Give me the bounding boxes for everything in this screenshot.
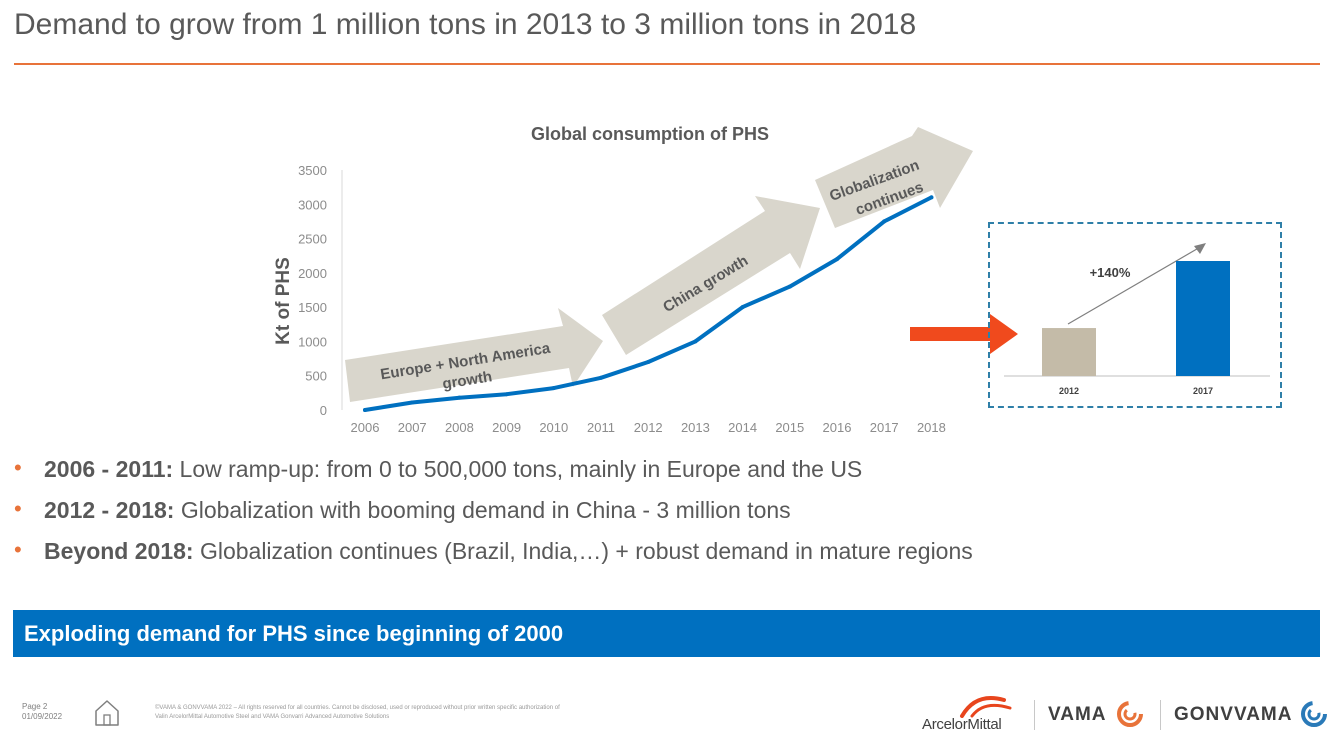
y-tick-label: 2000 (298, 266, 327, 281)
logo-separator (1160, 700, 1161, 730)
x-tick-label: 2010 (539, 420, 568, 435)
y-tick-label: 1500 (298, 300, 327, 315)
series-point (835, 257, 839, 262)
y-tick-label: 3500 (298, 163, 327, 178)
series-point (693, 339, 698, 344)
arcelormittal-logo-text: ArcelorMittal (922, 716, 1002, 733)
footer-legal: ©VAMA & GONVVAMA 2022 – All rights reser… (155, 704, 560, 722)
inset-growth-arrow-head (1194, 243, 1206, 254)
vama-logo-text: VAMA (1048, 704, 1107, 725)
series-point (551, 386, 556, 391)
bullet-bold: Beyond 2018: (44, 538, 194, 564)
title-divider (14, 63, 1320, 65)
red-arrow-icon (910, 314, 1018, 354)
arrow-china (602, 196, 820, 355)
chart-title: Global consumption of PHS (531, 124, 769, 144)
inset-bars (1042, 261, 1230, 376)
x-tick-label: 2017 (870, 420, 899, 435)
inset-growth-arrow-line (1067, 245, 1203, 325)
bullet-text: Low ramp-up: from 0 to 500,000 tons, mai… (173, 456, 863, 482)
inset-bar-chart: +140% 2012 2017 (1004, 243, 1270, 396)
series-point (646, 360, 651, 364)
home-icon[interactable] (94, 698, 120, 728)
x-tick-label: 2014 (728, 420, 757, 435)
inset-category-label: 2012 (1059, 386, 1079, 396)
bullet-text: Globalization continues (Brazil, India,…… (193, 538, 973, 564)
x-tick-label: 2013 (681, 420, 710, 435)
footer-page-number: Page 2 (22, 702, 48, 711)
bullet-item: • 2006 - 2011: Low ramp-up: from 0 to 500… (14, 455, 973, 497)
bullet-text: Globalization with booming demand in Chi… (174, 497, 791, 523)
inset-labels: 2012 2017 (1059, 386, 1213, 396)
series-point (504, 392, 509, 397)
series-points (363, 195, 934, 412)
series-point (929, 195, 934, 200)
y-tick-label: 0 (320, 403, 327, 418)
slide-title: Demand to grow from 1 million tons in 20… (14, 8, 917, 41)
footer-legal-line1: ©VAMA & GONVVAMA 2022 – All rights reser… (155, 705, 560, 711)
bullet-bold: 2006 - 2011: (44, 456, 174, 482)
conclusion-banner: Exploding demand for PHS since beginning… (13, 610, 1320, 657)
arrow-labels: Europe + North America growth China grow… (379, 157, 925, 393)
footer-date: 01/09/2022 (22, 712, 63, 721)
bullet-dot: • (14, 496, 22, 521)
inset-category-label: 2017 (1193, 386, 1213, 396)
arcelormittal-logo-icon (960, 696, 1012, 718)
x-tick-label: 2007 (398, 420, 427, 435)
line-chart: Europe + North America growth China grow… (298, 127, 973, 435)
x-ticks: 2006 2007 2008 2009 2010 2011 2012 2013 2014 2015… (351, 420, 946, 435)
x-tick-label: 2006 (351, 420, 380, 435)
growth-arrows (345, 127, 973, 402)
vama-swirl-icon (1117, 701, 1143, 727)
bullet-list: • 2006 - 2011: Low ramp-up: from 0 to 500… (14, 455, 973, 579)
series-point (740, 305, 745, 310)
footer-legal-line2: Valin ArcelorMittal Automotive Steel and… (155, 714, 390, 720)
logo-separator (1034, 700, 1035, 730)
footer-page-info: Page 2 01/09/2022 (22, 702, 62, 722)
x-tick-label: 2015 (775, 420, 804, 435)
y-tick-label: 1000 (298, 334, 327, 349)
x-tick-label: 2009 (492, 420, 521, 435)
series-point (882, 219, 887, 224)
y-ticks: 0 500 1000 1500 2000 2500 3000 3500 (298, 163, 327, 418)
growth-inset: +140% 2012 2017 (988, 222, 1282, 408)
arrow-europe-na (345, 308, 603, 402)
x-tick-label: 2018 (917, 420, 946, 435)
arrow-globalization (815, 127, 973, 228)
bullet-bold: 2012 - 2018: (44, 497, 175, 523)
series-point (599, 375, 603, 380)
bullet-item: • Beyond 2018: Globalization continues (B… (14, 537, 973, 579)
bullet-dot: • (14, 537, 22, 562)
series-point (410, 400, 415, 405)
series-point (363, 408, 367, 412)
x-tick-label: 2008 (445, 420, 474, 435)
y-tick-label: 500 (305, 369, 327, 384)
bullet-dot: • (14, 455, 22, 480)
gonvvama-swirl-icon (1301, 701, 1327, 727)
x-tick-label: 2012 (634, 420, 663, 435)
series-point (457, 395, 462, 400)
banner-text: Exploding demand for PHS since beginning… (24, 621, 564, 646)
x-tick-label: 2016 (823, 420, 852, 435)
y-tick-label: 2500 (298, 232, 327, 247)
series-point (787, 284, 792, 289)
y-tick-label: 3000 (298, 197, 327, 212)
gonvvama-logo-text: GONVVAMA (1174, 704, 1293, 725)
inset-bar (1042, 328, 1096, 376)
x-tick-label: 2011 (587, 420, 615, 435)
bullet-item: • 2012 - 2018: Globalization with booming… (14, 496, 973, 538)
inset-annotation: +140% (1090, 265, 1131, 280)
inset-bar (1176, 261, 1230, 376)
